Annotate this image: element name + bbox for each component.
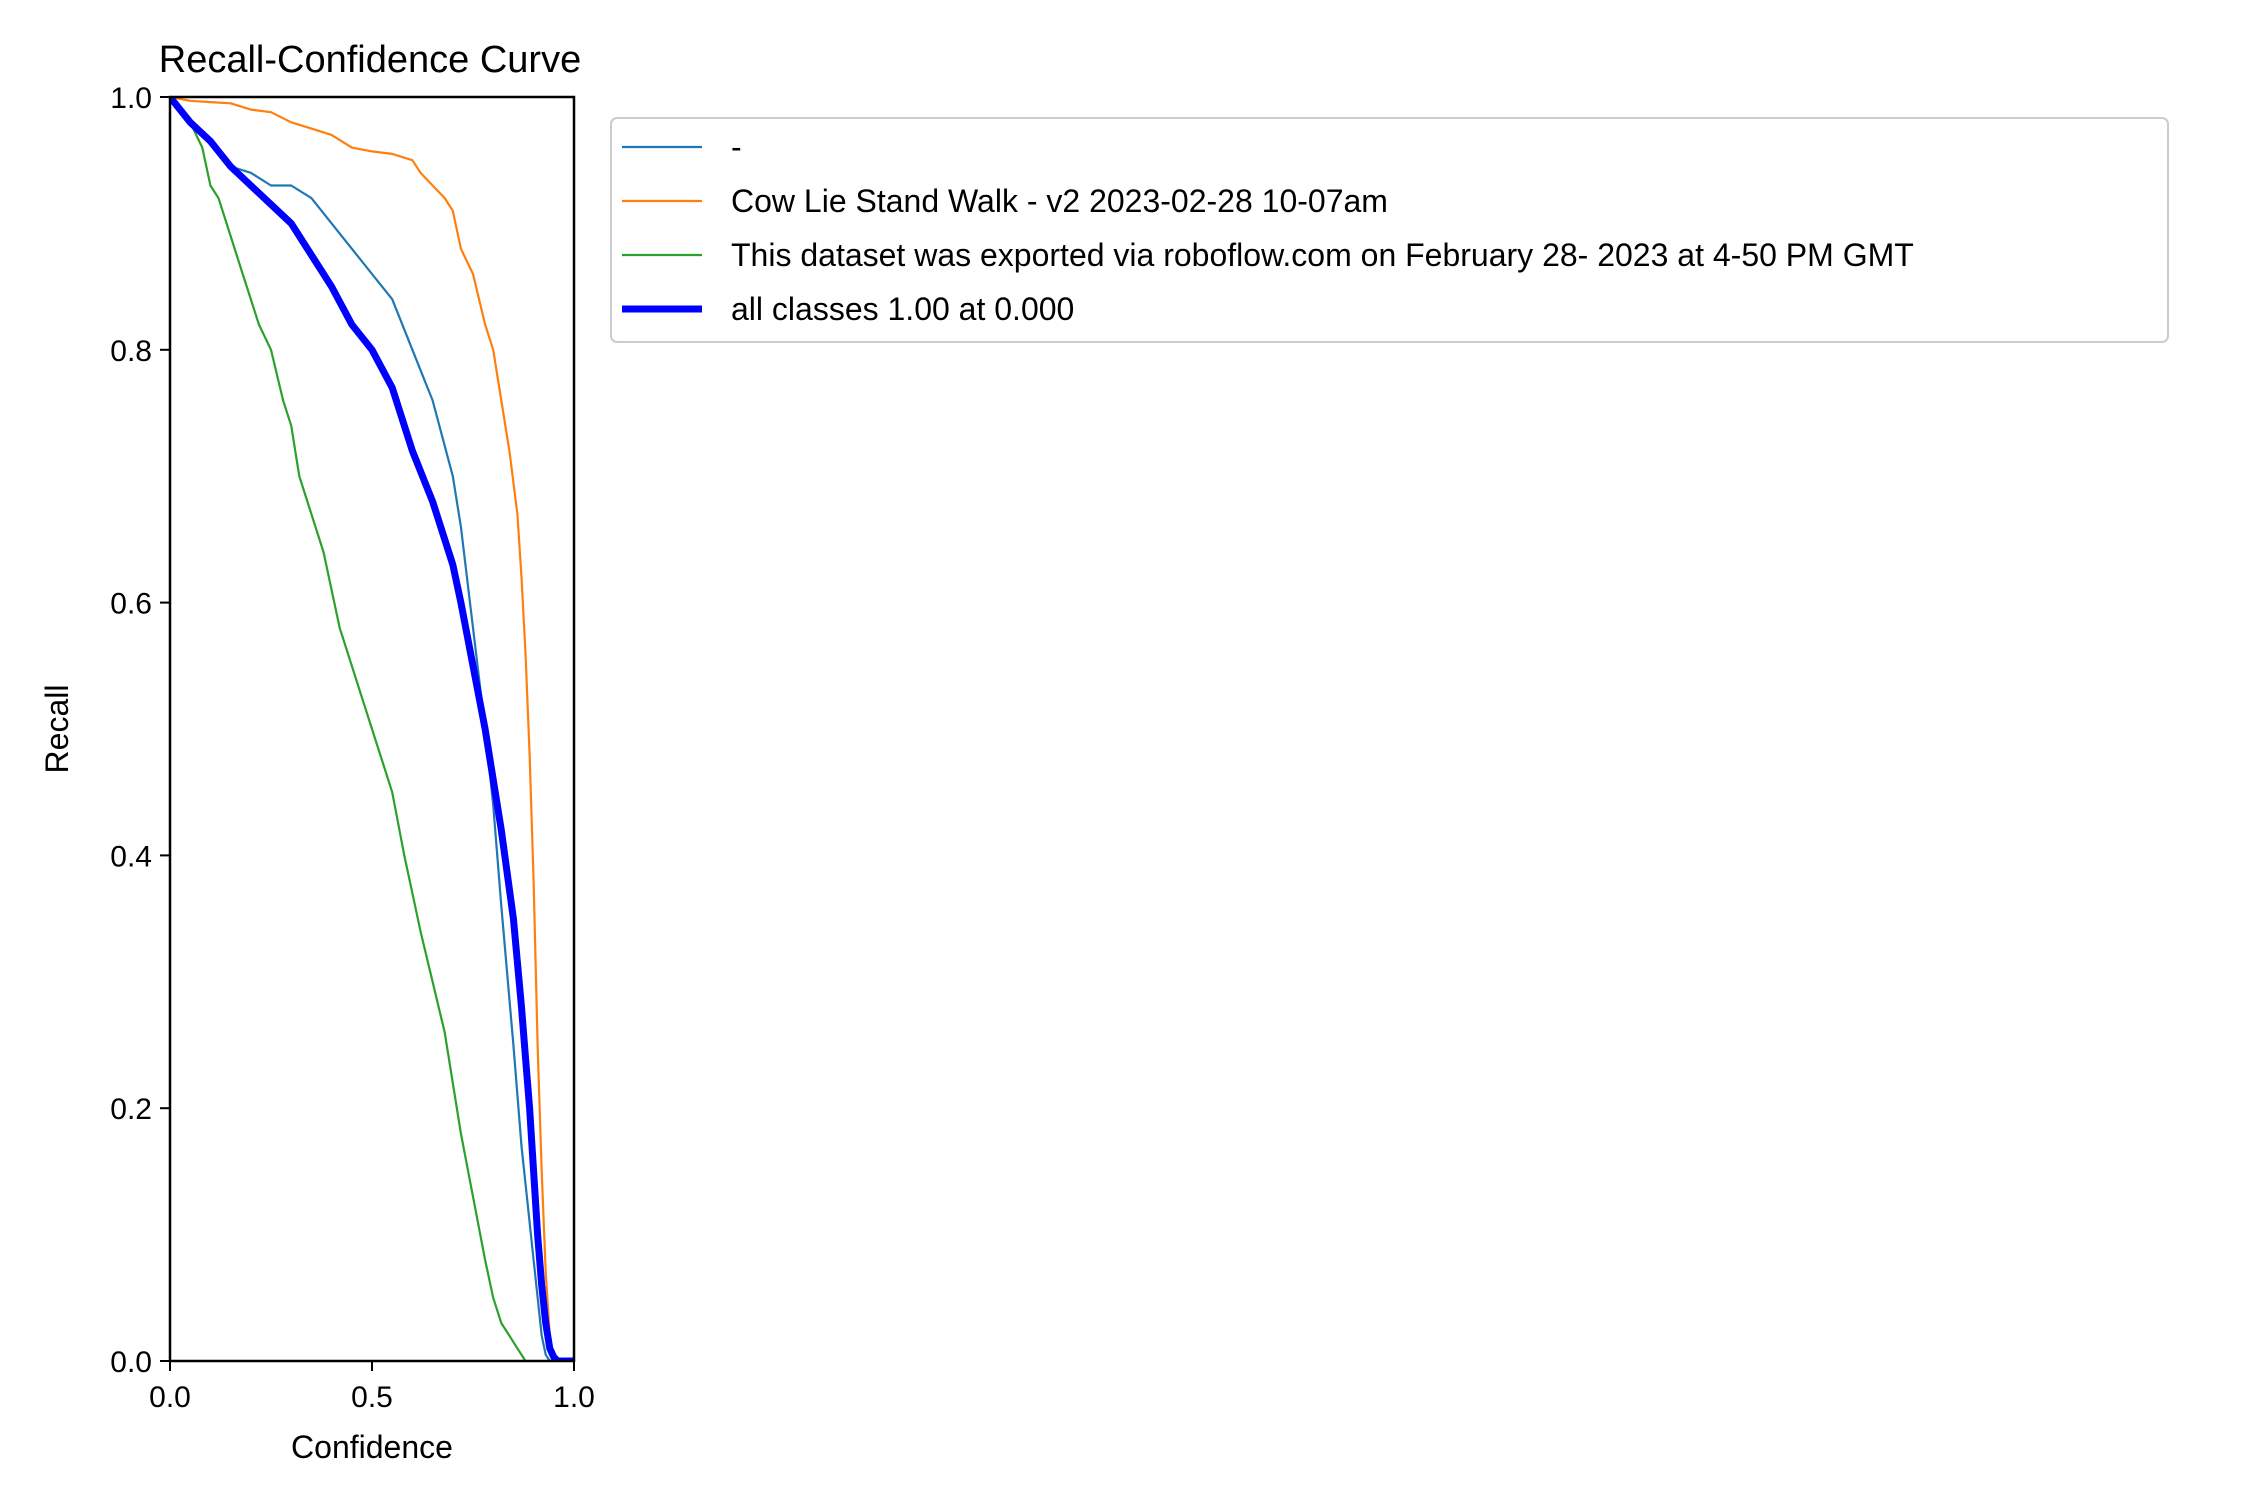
series-line-4 xyxy=(170,97,574,1361)
chart-title: Recall-Confidence Curve xyxy=(159,39,581,81)
legend: - Cow Lie Stand Walk - v2 2023-02-28 10-0… xyxy=(610,117,2169,343)
y-tick-label: 0.6 xyxy=(110,588,152,621)
legend-box xyxy=(610,117,2169,343)
legend-label: all classes 1.00 at 0.000 xyxy=(731,291,1074,327)
y-tick-label: 0.0 xyxy=(110,1346,152,1379)
series-group xyxy=(170,97,574,1361)
x-axis-label: Confidence xyxy=(291,1429,453,1465)
y-tick-label: 0.2 xyxy=(110,1093,152,1126)
y-axis-label: Recall xyxy=(39,685,75,774)
series-line-2 xyxy=(170,97,555,1361)
y-axis-ticks: 0.0 0.2 0.4 0.6 0.8 1.0 xyxy=(110,82,170,1379)
legend-label: - xyxy=(731,129,742,165)
x-axis-ticks: 0.0 0.5 1.0 xyxy=(149,1361,595,1414)
y-tick-label: 0.4 xyxy=(110,840,152,873)
x-tick-label: 0.5 xyxy=(351,1381,393,1414)
series-line-3 xyxy=(170,97,527,1361)
series-line-1 xyxy=(170,97,555,1361)
legend-label: Cow Lie Stand Walk - v2 2023-02-28 10-07… xyxy=(731,183,1388,219)
y-tick-label: 1.0 xyxy=(110,82,152,115)
legend-label: This dataset was exported via roboflow.c… xyxy=(731,237,1914,273)
x-tick-label: 1.0 xyxy=(553,1381,595,1414)
y-tick-label: 0.8 xyxy=(110,335,152,368)
x-tick-label: 0.0 xyxy=(149,1381,191,1414)
